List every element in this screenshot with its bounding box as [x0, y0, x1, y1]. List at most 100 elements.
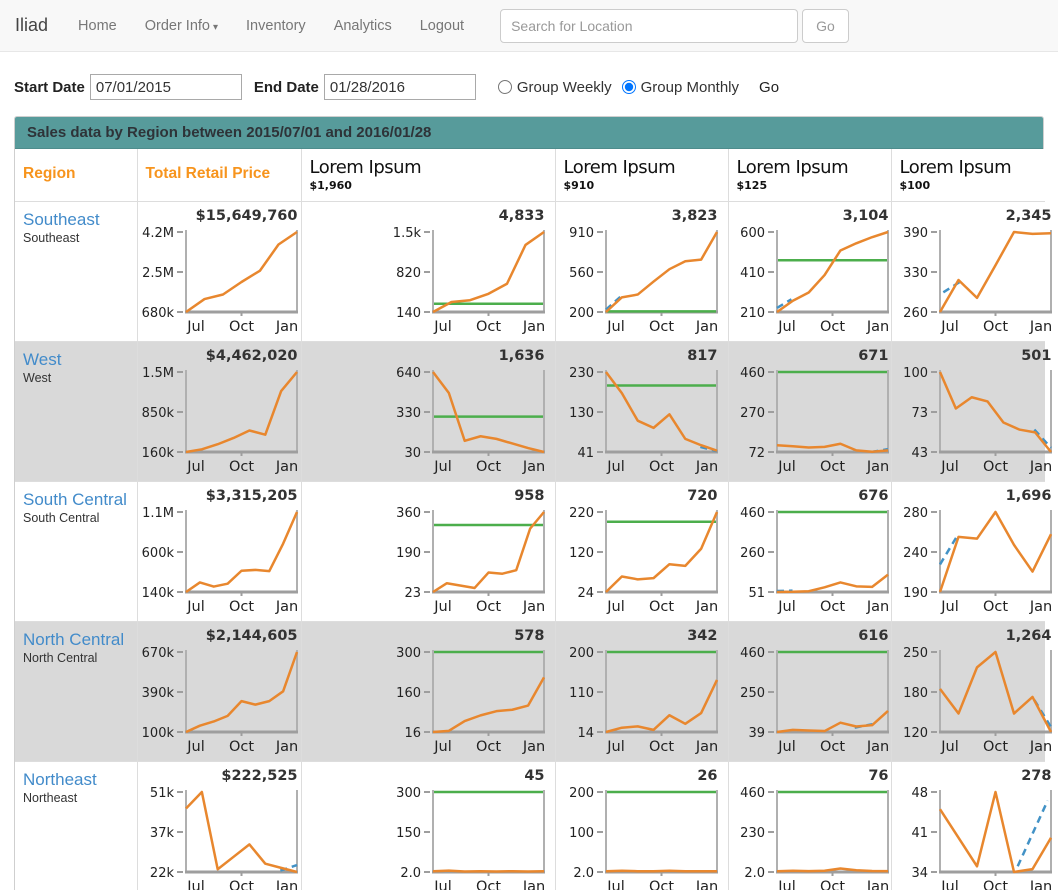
region-link[interactable]: South Central: [23, 489, 127, 509]
y-tick-label: 150: [396, 826, 421, 841]
x-tick-label: Jan: [865, 599, 888, 615]
sparkline-chart: 48 41 34 Jul Oct Jan: [911, 786, 1052, 890]
radio-group-monthly[interactable]: [621, 80, 636, 94]
chart-cell: 3,823 910 560 200 Jul Oct Jan: [555, 201, 729, 342]
x-tick-label: Oct: [475, 459, 500, 475]
x-tick-label: Jan: [694, 739, 717, 755]
nav-item-inventory[interactable]: Inventory: [246, 17, 306, 34]
series-line: [184, 230, 298, 313]
y-tick-label: 460: [740, 786, 765, 801]
series-line: [775, 230, 888, 313]
chart-total-value: 76: [868, 767, 889, 784]
chart-cell: $2,144,605 670k 390k 100k Jul Oct Jan: [137, 621, 302, 762]
y-tick-label: 600k: [141, 546, 174, 561]
end-date-input[interactable]: [323, 74, 476, 100]
series-line: [185, 370, 298, 453]
nav-item-analytics[interactable]: Analytics: [333, 17, 392, 34]
chart-box: 671 460 270 72 Jul Oct Jan: [731, 346, 893, 481]
nav-item-home[interactable]: Home: [78, 17, 117, 34]
chart-total-value: 278: [1021, 767, 1052, 784]
radio-group-weekly[interactable]: [497, 80, 512, 94]
x-tick-label: Jan: [865, 319, 888, 335]
chart-box: 342 200 110 14 Jul Oct Jan: [560, 626, 722, 761]
region-cell: Southeast Southeast: [15, 201, 138, 342]
x-tick-label: Jul: [940, 739, 959, 755]
sparkline-chart: 600 410 210 Jul Oct Jan: [740, 226, 889, 335]
chart-box: 2,345 390 330 260 Jul Oct Jan: [894, 206, 1056, 341]
table-row-north-central: North Central North Central $2,144,605 670k…: [15, 621, 1052, 762]
y-tick-label: 240: [903, 546, 928, 561]
chart-cell: $3,315,205 1.1M 600k 140k Jul Oct Jan: [137, 481, 302, 622]
x-tick-label: Jul: [777, 459, 796, 475]
sparkline-chart: 4.2M 2.5M 680k Jul Oct Jan: [141, 226, 298, 335]
chart-box: 958 360 190 23 Jul Oct Jan: [387, 486, 549, 621]
search-go-button[interactable]: Go: [802, 8, 849, 43]
sparkline-chart: 910 560 200 Jul Oct Jan: [569, 226, 718, 335]
chart-total-value: $3,315,205: [205, 487, 298, 504]
x-tick-label: Jul: [186, 739, 205, 755]
region-link[interactable]: Northeast: [23, 769, 97, 789]
series-line: [432, 676, 545, 733]
series-line: [604, 511, 718, 593]
region-link[interactable]: West: [23, 349, 62, 369]
x-tick-label: Oct: [228, 459, 253, 475]
sparkline-chart: 1.5k 820 140 Jul Oct Jan: [392, 226, 544, 335]
x-tick-label: Oct: [228, 879, 253, 890]
x-tick-label: Jan: [521, 599, 544, 615]
y-tick-label: 100: [569, 826, 594, 841]
y-tick-label: 2.0: [400, 866, 421, 881]
y-tick-label: 680k: [141, 306, 174, 321]
x-tick-label: Jul: [433, 879, 452, 890]
location-search-input[interactable]: [500, 8, 799, 43]
region-link[interactable]: Southeast: [23, 209, 100, 229]
chart-cell: $15,649,760 4.2M 2.5M 680k Jul Oct Jan: [137, 201, 302, 342]
chart-box: 1,696 280 240 190 Jul Oct Jan: [894, 486, 1056, 621]
y-tick-label: 230: [569, 366, 594, 381]
x-tick-label: Oct: [819, 879, 844, 890]
filter-bar: Start Date End Date Group Weekly Group M…: [0, 52, 1058, 100]
y-tick-label: 51: [748, 586, 765, 601]
table-row-northeast: Northeast Northeast $222,525 51k 37k 22k Jul Oc…: [15, 761, 1052, 890]
column-header-region: Region: [15, 149, 138, 202]
x-tick-label: Oct: [648, 459, 673, 475]
y-tick-label: 160k: [141, 446, 174, 461]
y-tick-label: 130: [569, 406, 594, 421]
y-tick-label: 2.0: [744, 866, 765, 881]
x-tick-label: Jul: [940, 459, 959, 475]
x-tick-label: Jul: [606, 319, 625, 335]
region-link[interactable]: North Central: [23, 629, 125, 649]
x-tick-label: Oct: [982, 879, 1007, 890]
start-date-input[interactable]: [89, 74, 242, 100]
top-navbar: Iliad Home Order Info ▾ Inventory Analyti…: [0, 0, 1058, 52]
x-tick-label: Jul: [433, 599, 452, 615]
filter-go-link[interactable]: Go: [759, 78, 780, 96]
chart-total-value: $2,144,605: [205, 627, 298, 644]
x-tick-label: Jul: [777, 739, 796, 755]
chevron-down-icon: ▾: [213, 21, 219, 33]
y-tick-label: 140: [396, 306, 421, 321]
x-tick-label: Jan: [865, 879, 888, 890]
y-tick-label: 260: [740, 546, 765, 561]
series-line: [938, 650, 1052, 733]
group-weekly-label[interactable]: Group Weekly: [516, 78, 612, 96]
sparkline-chart: 100 73 43 Jul Oct Jan: [903, 366, 1052, 475]
chart-cell: $4,462,020 1.5M 850k 160k Jul Oct Jan: [137, 341, 302, 482]
table-header: Region Total Retail Price Lorem Ipsum $1,96…: [15, 149, 1045, 202]
x-tick-label: Oct: [475, 739, 500, 755]
group-monthly-label[interactable]: Group Monthly: [640, 78, 740, 96]
series-line: [184, 651, 298, 733]
nav-item-order-info[interactable]: Order Info ▾: [144, 17, 219, 34]
series-line: [432, 868, 544, 873]
y-tick-label: 4.2M: [142, 226, 174, 241]
y-tick-label: 73: [911, 406, 928, 421]
y-tick-label: 220: [569, 506, 594, 521]
x-tick-label: Oct: [982, 739, 1007, 755]
x-tick-label: Oct: [475, 879, 500, 890]
chart-cell: 76 460 230 2.0 Jul Oct Jan: [728, 761, 892, 890]
column-header-lorem-2: Lorem Ipsum $1,960: [301, 149, 556, 202]
chart-total-value: 342: [687, 627, 718, 644]
x-tick-label: Oct: [819, 739, 844, 755]
series-line: [776, 442, 888, 453]
x-tick-label: Jul: [186, 319, 205, 335]
nav-item-logout[interactable]: Logout: [419, 17, 465, 34]
